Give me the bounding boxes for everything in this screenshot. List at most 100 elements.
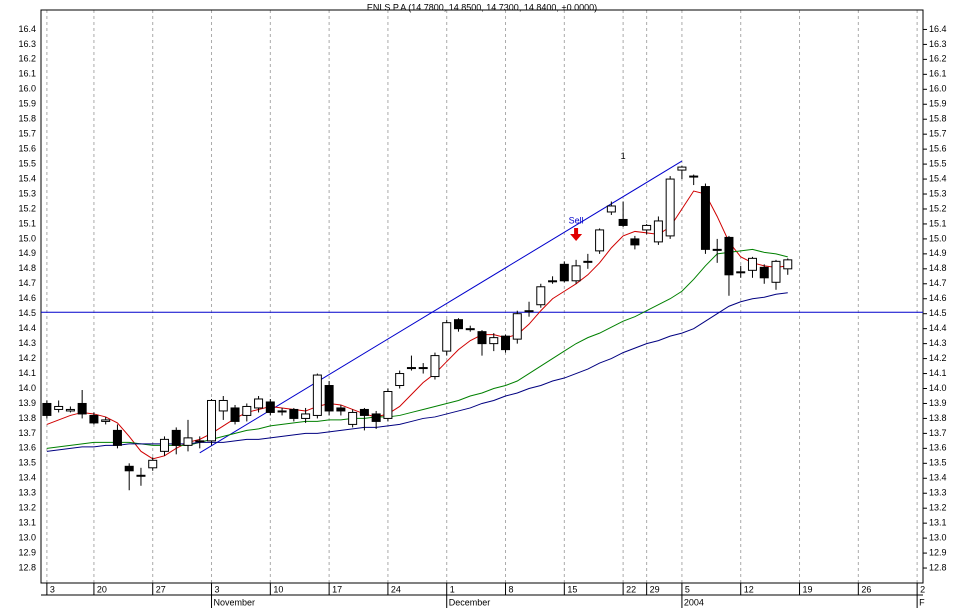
y-tick-label-right: 13.5 [929,458,947,468]
y-tick-label: 12.9 [18,547,36,557]
x-tick-label: 29 [650,584,660,594]
y-tick-label-right: 15.0 [929,233,947,243]
candle-body [771,260,781,283]
candle-body [489,337,499,345]
y-tick-label: 14.6 [18,293,36,303]
y-tick-label: 13.6 [18,443,36,453]
y-tick-label-right: 15.9 [929,99,947,109]
y-tick-label-right: 13.7 [929,428,947,438]
candle-body [453,319,463,330]
y-tick-label-right: 13.8 [929,413,947,423]
candle-body [430,355,440,378]
candle-body [324,385,334,412]
y-tick-label-right: 14.9 [929,248,947,258]
y-tick-label-right: 12.9 [929,547,947,557]
y-tick-label-right: 16.1 [929,69,947,79]
y-tick-label: 15.9 [18,99,36,109]
candle-body [171,429,181,446]
candle-body [89,414,99,424]
candle-body [747,257,757,271]
x-tick-label: 24 [391,584,401,594]
candle-body [54,405,64,410]
trend-line [199,160,683,454]
candle-body [630,238,640,246]
y-tick-label-right: 16.2 [929,54,947,64]
candle-body [548,280,558,283]
y-tick-label-right: 14.5 [929,308,947,318]
candle-body [371,413,381,422]
y-tick-label-right: 14.7 [929,278,947,288]
y-tick-label: 14.7 [18,278,36,288]
candle-body [418,367,428,370]
y-tick-label-right: 15.3 [929,188,947,198]
y-tick-label-right: 14.0 [929,383,947,393]
candle-body [501,335,511,351]
candle-body [783,259,793,270]
y-tick-label: 14.1 [18,368,36,378]
y-tick-label-right: 13.1 [929,518,947,528]
candle-body [759,266,769,279]
y-tick-label-right: 16.3 [929,39,947,49]
y-tick-label: 15.5 [18,158,36,168]
candle-body [242,405,252,416]
y-tick-label: 13.1 [18,518,36,528]
candle-body [442,322,452,352]
x-tick-label: 27 [156,584,166,594]
y-tick-label-right: 13.3 [929,488,947,498]
y-tick-label: 15.3 [18,188,36,198]
y-tick-label-right: 15.2 [929,203,947,213]
annotation: Sell [569,215,584,225]
x-tick-label: 2 [920,584,925,594]
candle-body [665,178,675,237]
y-tick-label-right: 13.2 [929,503,947,513]
y-tick-label: 15.2 [18,203,36,213]
y-tick-label-right: 15.4 [929,173,947,183]
y-tick-label-right: 15.6 [929,144,947,154]
candle-body [571,265,581,282]
y-tick-label-right: 14.8 [929,263,947,273]
y-tick-label: 15.8 [18,114,36,124]
x-tick-label: 10 [273,584,283,594]
candle-body [265,401,275,413]
y-tick-label: 13.8 [18,413,36,423]
candle-body [724,236,734,276]
candle-body [512,313,522,340]
candle-body [595,229,605,252]
candle-body [312,374,322,416]
month-label: F [919,597,925,607]
candle-body [254,398,264,409]
candle-body [289,408,299,419]
candle-body [700,186,710,250]
y-tick-label-right: 13.4 [929,473,947,483]
y-tick-label-right: 14.3 [929,338,947,348]
y-tick-label: 15.4 [18,173,36,183]
y-tick-label: 16.0 [18,84,36,94]
candle-body [477,331,487,345]
x-tick-label: 26 [861,584,871,594]
y-tick-label: 14.9 [18,248,36,258]
y-tick-label: 14.0 [18,383,36,393]
moving-average [46,190,788,460]
candle-body [536,286,546,306]
y-tick-label-right: 14.6 [929,293,947,303]
candle-body [653,220,663,243]
x-tick-label: 5 [685,584,690,594]
y-tick-label: 14.2 [18,353,36,363]
y-tick-label: 13.0 [18,532,36,542]
candle-body [183,437,193,446]
y-tick-label: 16.1 [18,69,36,79]
candle-body [101,419,111,422]
y-tick-label: 13.9 [18,398,36,408]
x-tick-label: 3 [215,584,220,594]
candle-body [689,175,699,178]
moving-average [46,248,788,449]
y-tick-label: 16.2 [18,54,36,64]
y-tick-label-right: 14.1 [929,368,947,378]
candle-body [677,166,687,171]
y-tick-label: 15.6 [18,144,36,154]
y-tick-label: 13.3 [18,488,36,498]
y-tick-label: 14.3 [18,338,36,348]
y-tick-label-right: 14.4 [929,323,947,333]
candle-body [583,260,593,263]
y-tick-label: 14.5 [18,308,36,318]
